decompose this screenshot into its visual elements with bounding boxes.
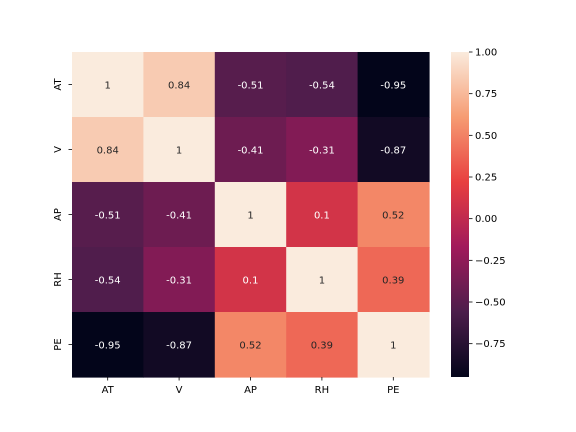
colorbar-tick-label-7: −0.75 [475, 339, 506, 350]
y-axis-tick-labels: AT V AP RH PE [53, 78, 72, 351]
y-tick-label-RH: RH [53, 272, 64, 286]
colorbar-tick-label-0: 1.00 [475, 48, 497, 59]
heatmap-cell-AT-V [143, 52, 216, 118]
heatmap-cell-RH-V [143, 247, 216, 313]
cell-annotation-AT-V: 0.84 [168, 81, 190, 92]
heatmap-cell-AT-AT [72, 52, 144, 118]
heatmap-cell-RH-AP [214, 247, 287, 313]
heatmap-cell-RH-PE [357, 247, 430, 313]
cell-annotation-AT-AP: -0.51 [238, 81, 264, 92]
x-tick-label-AT: AT [102, 385, 115, 396]
cell-annotation-AP-AT: -0.51 [95, 211, 121, 222]
cell-annotation-V-V: 1 [176, 146, 182, 157]
x-tick-label-PE: PE [387, 385, 399, 396]
cell-annotation-AT-AT: 1 [105, 81, 111, 92]
cell-annotation-RH-RH: 1 [319, 276, 325, 287]
colorbar-tick-labels: 1.00 0.75 0.50 0.25 0.00 −0.25 −0.50 −0.75 [469, 48, 506, 350]
heatmap-cell-AP-V [143, 182, 216, 248]
heatmap-cell-V-PE [357, 117, 430, 183]
y-tick-label-AT: AT [53, 78, 64, 91]
y-tick-label-PE: PE [53, 338, 64, 350]
x-tick-label-AP: AP [244, 385, 257, 396]
colorbar-tick-label-2: 0.50 [475, 131, 497, 142]
heatmap-cell-PE-PE [357, 312, 430, 378]
heatmap-cell-AP-AT [72, 182, 144, 248]
cell-annotation-RH-AP: 0.1 [243, 276, 259, 287]
colorbar [451, 52, 469, 377]
cell-annotation-AP-RH: 0.1 [314, 211, 330, 222]
heatmap-cell-AP-AP [214, 182, 287, 248]
heatmap-cell-PE-AP [214, 312, 287, 378]
y-tick-label-AP: AP [53, 208, 64, 221]
cell-annotation-V-PE: -0.87 [380, 146, 406, 157]
heatmap-cells [72, 52, 430, 378]
cell-annotation-V-AT: 0.84 [97, 146, 119, 157]
cell-annotation-PE-RH: 0.39 [311, 341, 333, 352]
cell-annotation-AT-PE: -0.95 [380, 81, 406, 92]
cell-annotation-AP-V: -0.41 [166, 211, 192, 222]
heatmap-cell-V-V [143, 117, 216, 183]
y-tick-label-V: V [53, 146, 64, 153]
cell-annotation-V-AP: -0.41 [238, 146, 264, 157]
cell-annotation-V-RH: -0.31 [309, 146, 335, 157]
cell-annotation-PE-AP: 0.52 [239, 341, 261, 352]
heatmap-cell-RH-RH [286, 247, 359, 313]
heatmap-cell-PE-RH [286, 312, 359, 378]
cell-annotation-RH-AT: -0.54 [95, 276, 121, 287]
cell-annotation-AT-RH: -0.54 [309, 81, 335, 92]
cell-annotation-PE-AT: -0.95 [95, 341, 121, 352]
heatmap-cell-RH-AT [72, 247, 144, 313]
cell-annotations: 1 0.84 -0.51 -0.54 -0.95 0.84 1 -0.41 -0.31 -0.87… [95, 81, 406, 352]
heatmap-cell-V-AP [214, 117, 287, 183]
x-tick-label-V: V [176, 385, 183, 396]
colorbar-tick-label-3: 0.25 [475, 173, 497, 184]
colorbar-tick-label-6: −0.50 [475, 298, 506, 309]
x-axis-tick-labels: AT V AP RH PE [102, 377, 399, 396]
colorbar-tick-label-5: −0.25 [475, 256, 506, 267]
cell-annotation-RH-V: -0.31 [166, 276, 192, 287]
heatmap-cell-PE-AT [72, 312, 144, 378]
heatmap-cell-AP-RH [286, 182, 359, 248]
cell-annotation-PE-PE: 1 [390, 341, 396, 352]
colorbar-tick-label-4: 0.00 [475, 214, 497, 225]
heatmap-cell-PE-V [143, 312, 216, 378]
colorbar-tick-label-1: 0.75 [475, 89, 497, 100]
cell-annotation-PE-V: -0.87 [166, 341, 192, 352]
heatmap-cell-V-AT [72, 117, 144, 183]
cell-annotation-RH-PE: 0.39 [382, 276, 404, 287]
x-tick-label-RH: RH [315, 385, 329, 396]
heatmap-cell-AP-PE [357, 182, 430, 248]
cell-annotation-AP-AP: 1 [247, 211, 253, 222]
heatmap-cell-V-RH [286, 117, 359, 183]
cell-annotation-AP-PE: 0.52 [382, 211, 404, 222]
heatmap-cell-AT-RH [286, 52, 359, 118]
heatmap-cell-AT-AP [214, 52, 287, 118]
heatmap-cell-AT-PE [357, 52, 430, 118]
